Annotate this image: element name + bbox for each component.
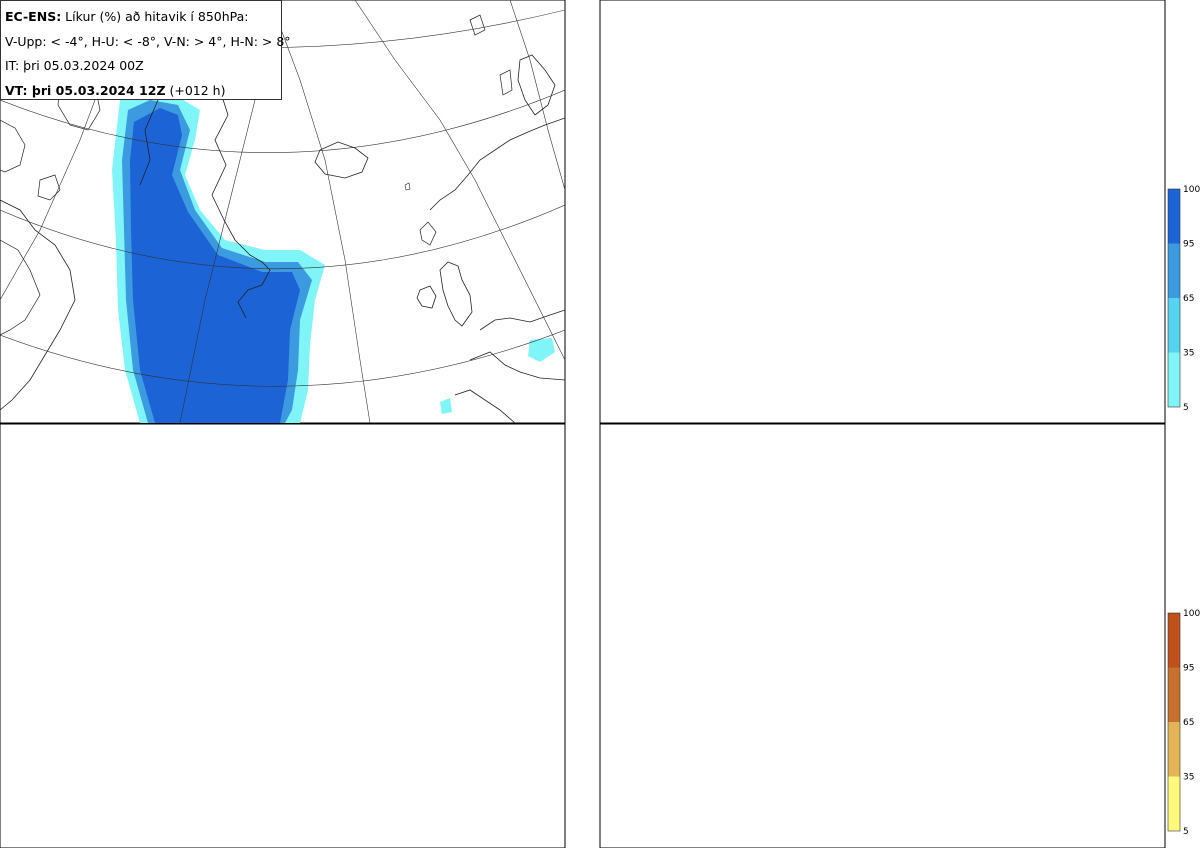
colorbar-tick-label: 65 — [1183, 718, 1194, 728]
panel-frame-top-right — [599, 0, 1166, 424]
title-text: Líkur (%) að hitavik í 850hPa: — [61, 9, 249, 24]
colorbar-segment — [1168, 667, 1180, 722]
colorbar-tick-label: 65 — [1183, 294, 1194, 304]
colorbar-segment — [1168, 613, 1180, 668]
colorbar-segment — [1168, 722, 1180, 777]
colorbar-tick-label: 95 — [1183, 240, 1194, 250]
colorbar-frame — [1167, 612, 1181, 832]
colorbar-segment — [1168, 776, 1180, 831]
colorbar-segment — [1168, 243, 1180, 298]
colorbar-segment — [1168, 298, 1180, 353]
colorbar-tick-label: 100 — [1183, 185, 1200, 195]
colorbar-tick-label: 100 — [1183, 609, 1200, 619]
colorbar-tick-label: 35 — [1183, 349, 1194, 359]
info-line-init-time: IT: þri 05.03.2024 00Z — [5, 58, 144, 73]
panel-frame-bottom-left — [0, 423, 566, 848]
panel-v-upp — [0, 0, 565, 423]
colorbar-segment — [1168, 189, 1180, 244]
valid-time-label: VT: þri 05.03.2024 12Z — [5, 82, 166, 98]
map-info-box: EC-ENS: Líkur (%) að hitavik í 850hPa: V… — [0, 0, 291, 100]
info-line-valid-time: VT: þri 05.03.2024 12Z (+012 h) — [5, 79, 277, 104]
info-line-title: EC-ENS: Líkur (%) að hitavik í 850hPa: — [5, 5, 277, 30]
colorbar-tick-label: 5 — [1183, 827, 1189, 837]
probability-field-v-upp — [112, 90, 555, 423]
lead-time: (+012 h) — [165, 82, 226, 98]
panel-frame-bottom-right — [599, 423, 1166, 848]
colorbar-frame — [1167, 188, 1181, 408]
model-name: EC-ENS: — [5, 9, 62, 24]
colorbar-tick-label: 95 — [1183, 664, 1194, 674]
colorbar-tick-label: 35 — [1183, 773, 1194, 783]
colorbar-tick-label: 5 — [1183, 403, 1189, 413]
colorbar-brown: 100 95 65 35 5 — [1167, 609, 1200, 837]
info-line-thresholds: V-Upp: < -4°, H-U: < -8°, V-N: > 4°, H-N… — [5, 33, 291, 49]
colorbar-blue: 100 95 65 35 5 — [1167, 185, 1200, 413]
colorbar-segment — [1168, 352, 1180, 407]
